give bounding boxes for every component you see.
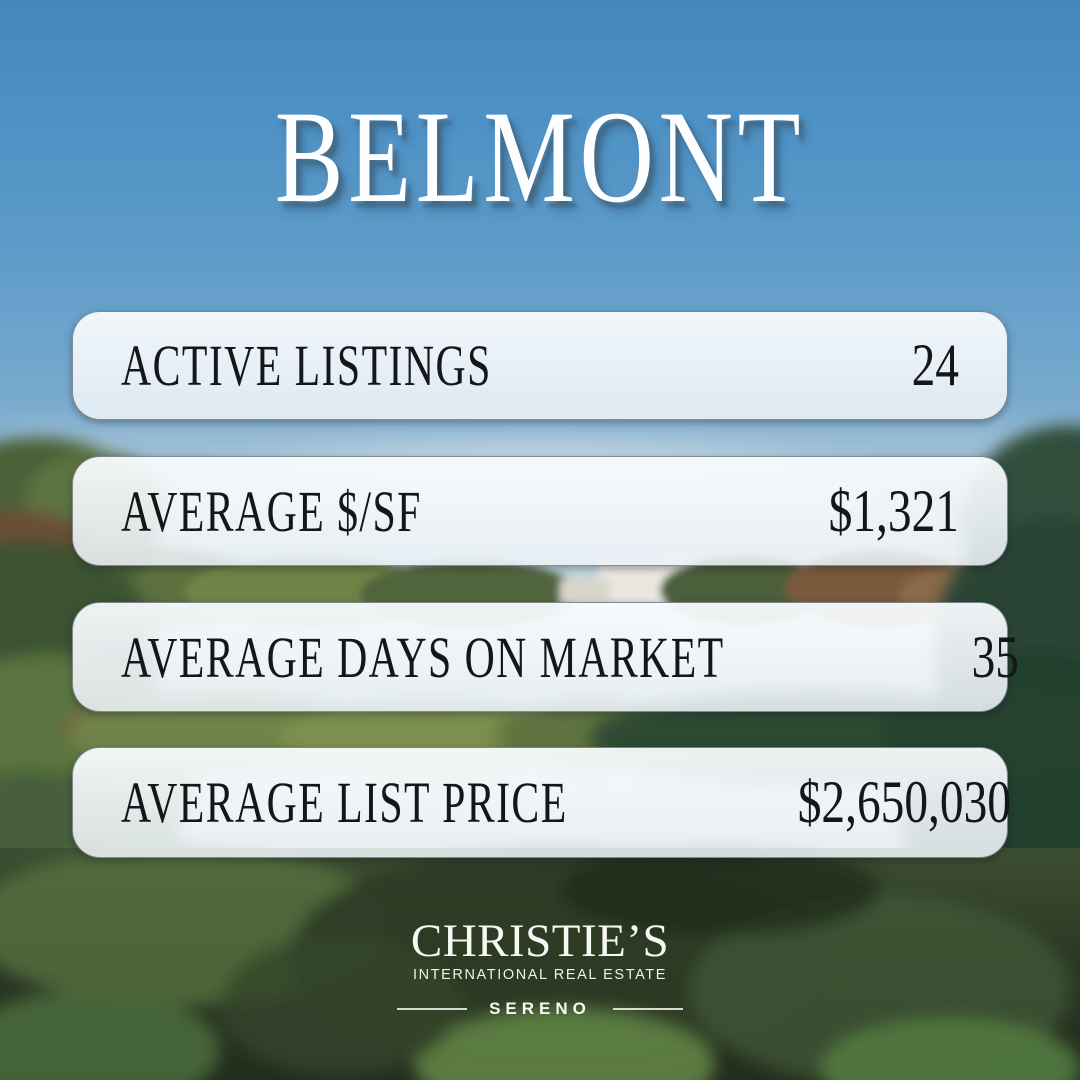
stat-card-average-price-per-sf: AVERAGE $/SF $1,321 [72,456,1008,566]
divider-line-right [612,1008,683,1010]
brand-division-row: SERENO [397,999,683,1019]
stat-label: AVERAGE LIST PRICE [121,770,568,835]
brand-subtitle: INTERNATIONAL REAL ESTATE [412,967,668,983]
stat-card-average-days-on-market: AVERAGE DAYS ON MARKET 35 [72,602,1019,712]
stat-value: 24 [911,332,959,398]
page-title-text: BELMONT [274,83,806,230]
stat-card-active-listings: ACTIVE LISTINGS 24 [72,311,1008,420]
stat-label: AVERAGE $/SF [121,478,422,544]
stat-label: AVERAGE DAYS ON MARKET [121,624,725,690]
brand-division: SERENO [489,999,591,1018]
brand-name: CHRISTIE’S [410,915,670,967]
stat-value: $2,650,030 [798,769,1012,835]
stat-card-average-list-price: AVERAGE LIST PRICE $2,650,030 [72,747,1012,858]
stat-value: 35 [971,623,1020,690]
stat-value: $1,321 [828,477,959,544]
brand-logo: CHRISTIE’S INTERNATIONAL REAL ESTATE SER… [0,918,1080,1019]
stat-label: ACTIVE LISTINGS [121,333,492,398]
page-title: BELMONT [0,84,1080,229]
forest-bottom [0,845,1080,1080]
divider-line-left [397,1008,468,1010]
